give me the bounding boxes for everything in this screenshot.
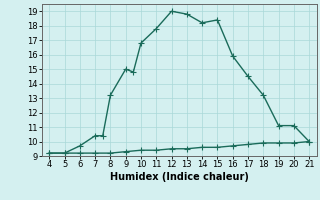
X-axis label: Humidex (Indice chaleur): Humidex (Indice chaleur) <box>110 172 249 182</box>
